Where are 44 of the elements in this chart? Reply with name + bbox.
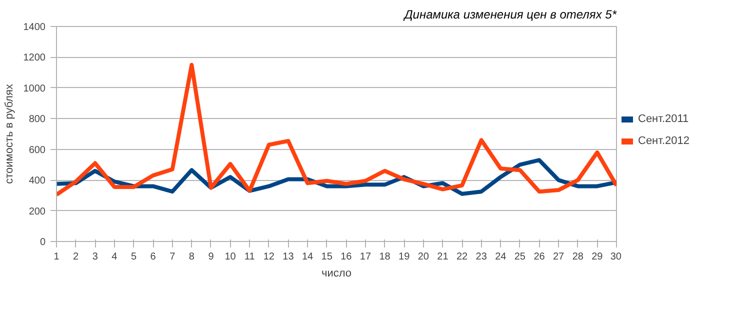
y-tick-label: 1200	[23, 52, 46, 64]
legend-label: Сент.2012	[638, 135, 690, 147]
x-tick-label: 11	[244, 252, 256, 262]
x-tick-label: 14	[302, 252, 314, 262]
y-tick-label: 400	[28, 176, 46, 187]
x-tick-label: 5	[130, 252, 137, 262]
x-tick-label: 30	[610, 252, 622, 262]
line-series	[56, 62, 616, 197]
x-tick-label: 21	[437, 252, 449, 262]
x-tick-label: 12	[263, 252, 275, 262]
x-tick-label: 15	[321, 252, 333, 262]
x-tick-label: 8	[188, 252, 195, 262]
chart-title: Динамика изменения цен в отелях 5*	[402, 8, 617, 22]
x-tick-label: 16	[340, 252, 352, 262]
x-tick-label: 24	[495, 252, 507, 262]
x-tick-label: 25	[514, 252, 526, 262]
x-tick-label: 1	[54, 252, 60, 262]
y-tick-label: 800	[28, 114, 46, 126]
x-tick-label: 13	[282, 252, 294, 262]
x-axis-title: число	[321, 268, 352, 280]
y-tick-label: 0	[40, 237, 46, 248]
x-tick-label: 29	[592, 252, 604, 262]
x-tick-label: 20	[418, 252, 430, 262]
y-axis-title: стоимость в рублях	[3, 84, 16, 184]
x-tick-label: 4	[112, 252, 118, 262]
x-tick-label: 3	[92, 252, 98, 262]
y-tick-label: 600	[28, 144, 46, 156]
x-tick-label: 6	[150, 252, 156, 262]
x-tick-label: 26	[534, 252, 546, 262]
x-tick-label: 10	[224, 252, 236, 262]
x-tick-label: 22	[456, 252, 468, 262]
x-tick-label: 18	[379, 252, 391, 262]
x-tick-label: 7	[170, 252, 176, 262]
y-tick-label: 1400	[23, 22, 46, 33]
y-tick-label: 200	[28, 206, 46, 218]
x-tick-label: 28	[572, 252, 584, 262]
x-tick-label: 27	[553, 252, 565, 262]
x-tick-label: 9	[208, 252, 214, 262]
y-tick-label: 1000	[23, 83, 46, 94]
x-tick-label: 19	[398, 252, 410, 262]
x-tick-label: 2	[73, 252, 80, 262]
x-tick-label: 17	[360, 252, 372, 262]
legend-label: Сент.2011	[638, 113, 689, 125]
x-tick-label: 23	[476, 252, 488, 262]
